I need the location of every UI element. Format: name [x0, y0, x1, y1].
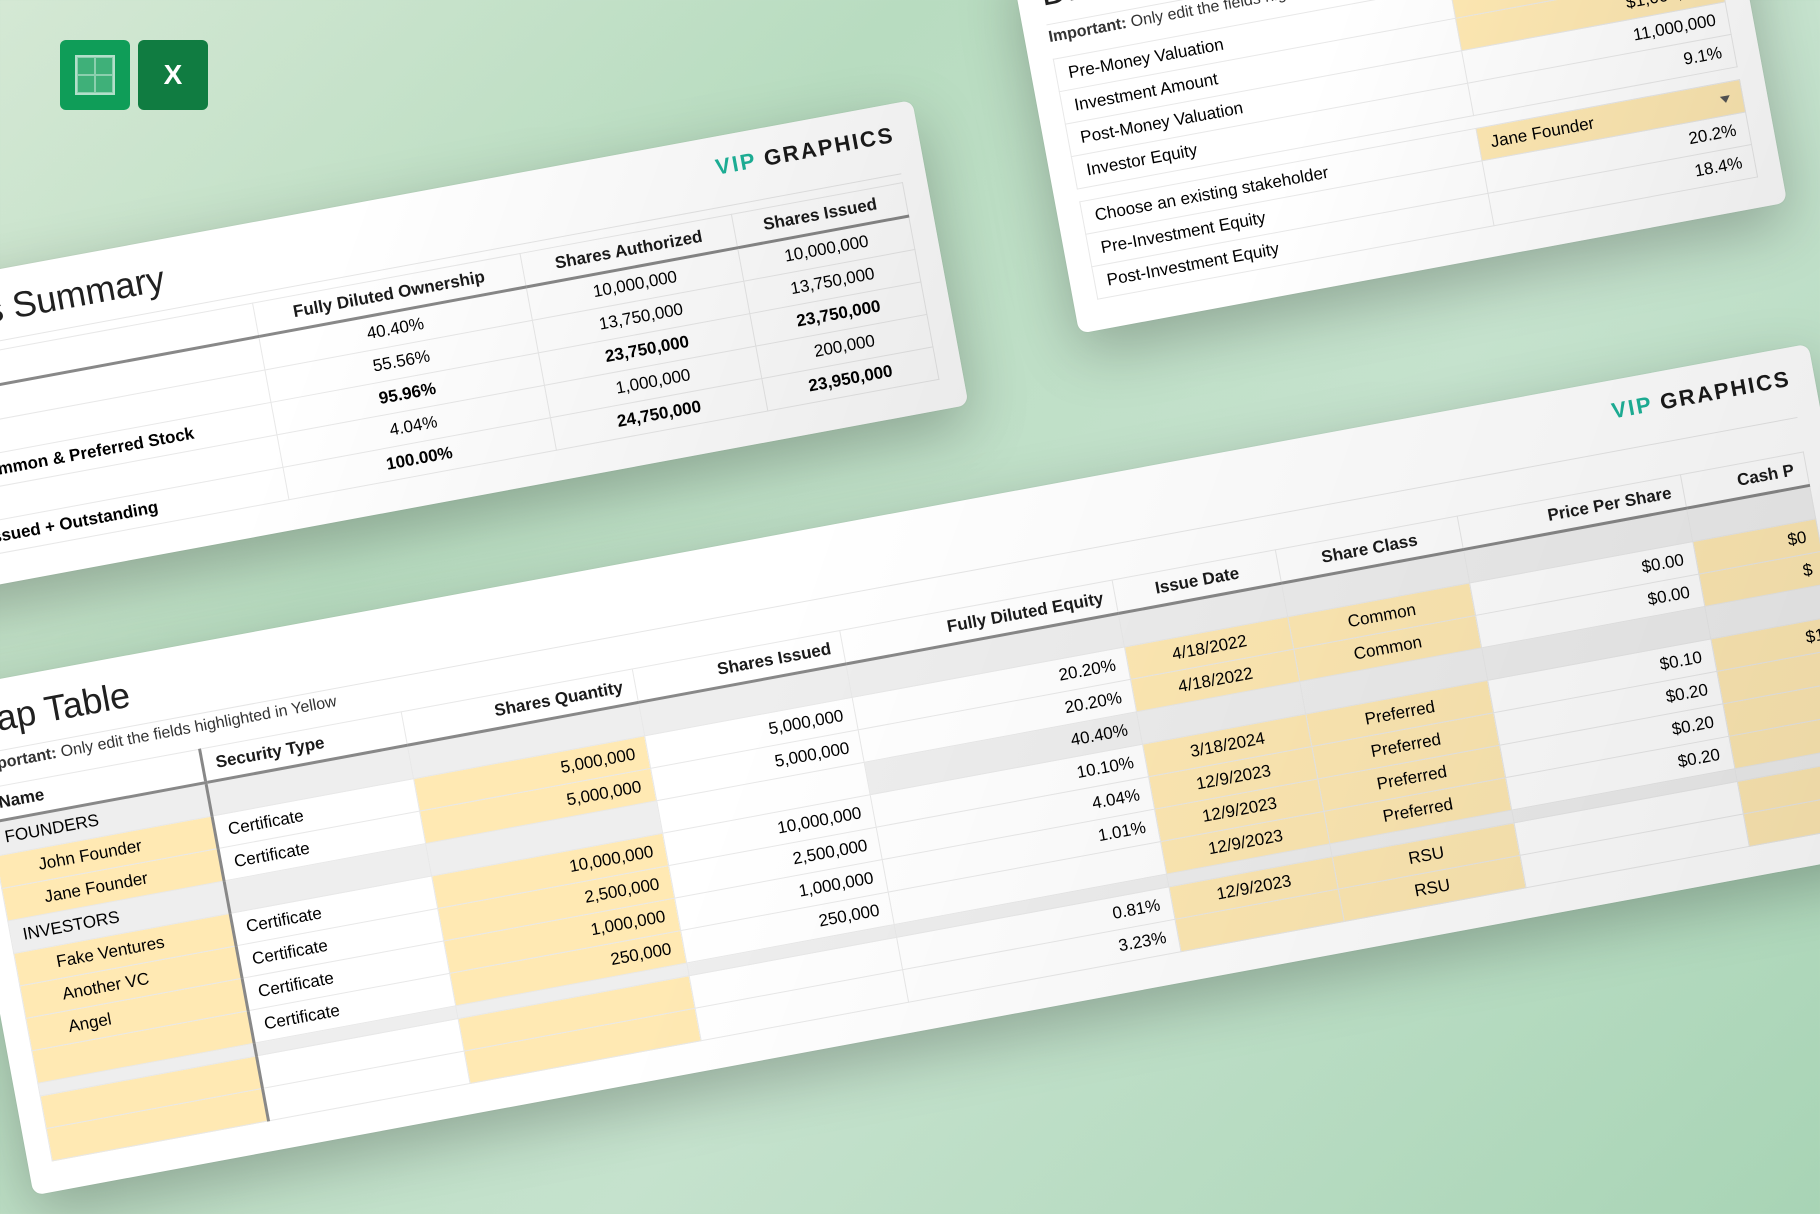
dilution-panel: Dilution Calculat Important: Only edit t…: [1010, 0, 1787, 334]
google-sheets-icon: [60, 40, 130, 110]
dilution-table: Pre-Money Valuation $10,000,000 Investme…: [1053, 0, 1758, 300]
chevron-down-icon: [1720, 95, 1731, 104]
shares-summary-panel: Shares Summary VIP GRAPHICS Shares Fully…: [0, 100, 969, 600]
logo: VIP GRAPHICS: [713, 122, 896, 181]
app-icons: X: [60, 40, 208, 110]
logo: VIP GRAPHICS: [1610, 366, 1793, 425]
excel-icon: X: [138, 40, 208, 110]
